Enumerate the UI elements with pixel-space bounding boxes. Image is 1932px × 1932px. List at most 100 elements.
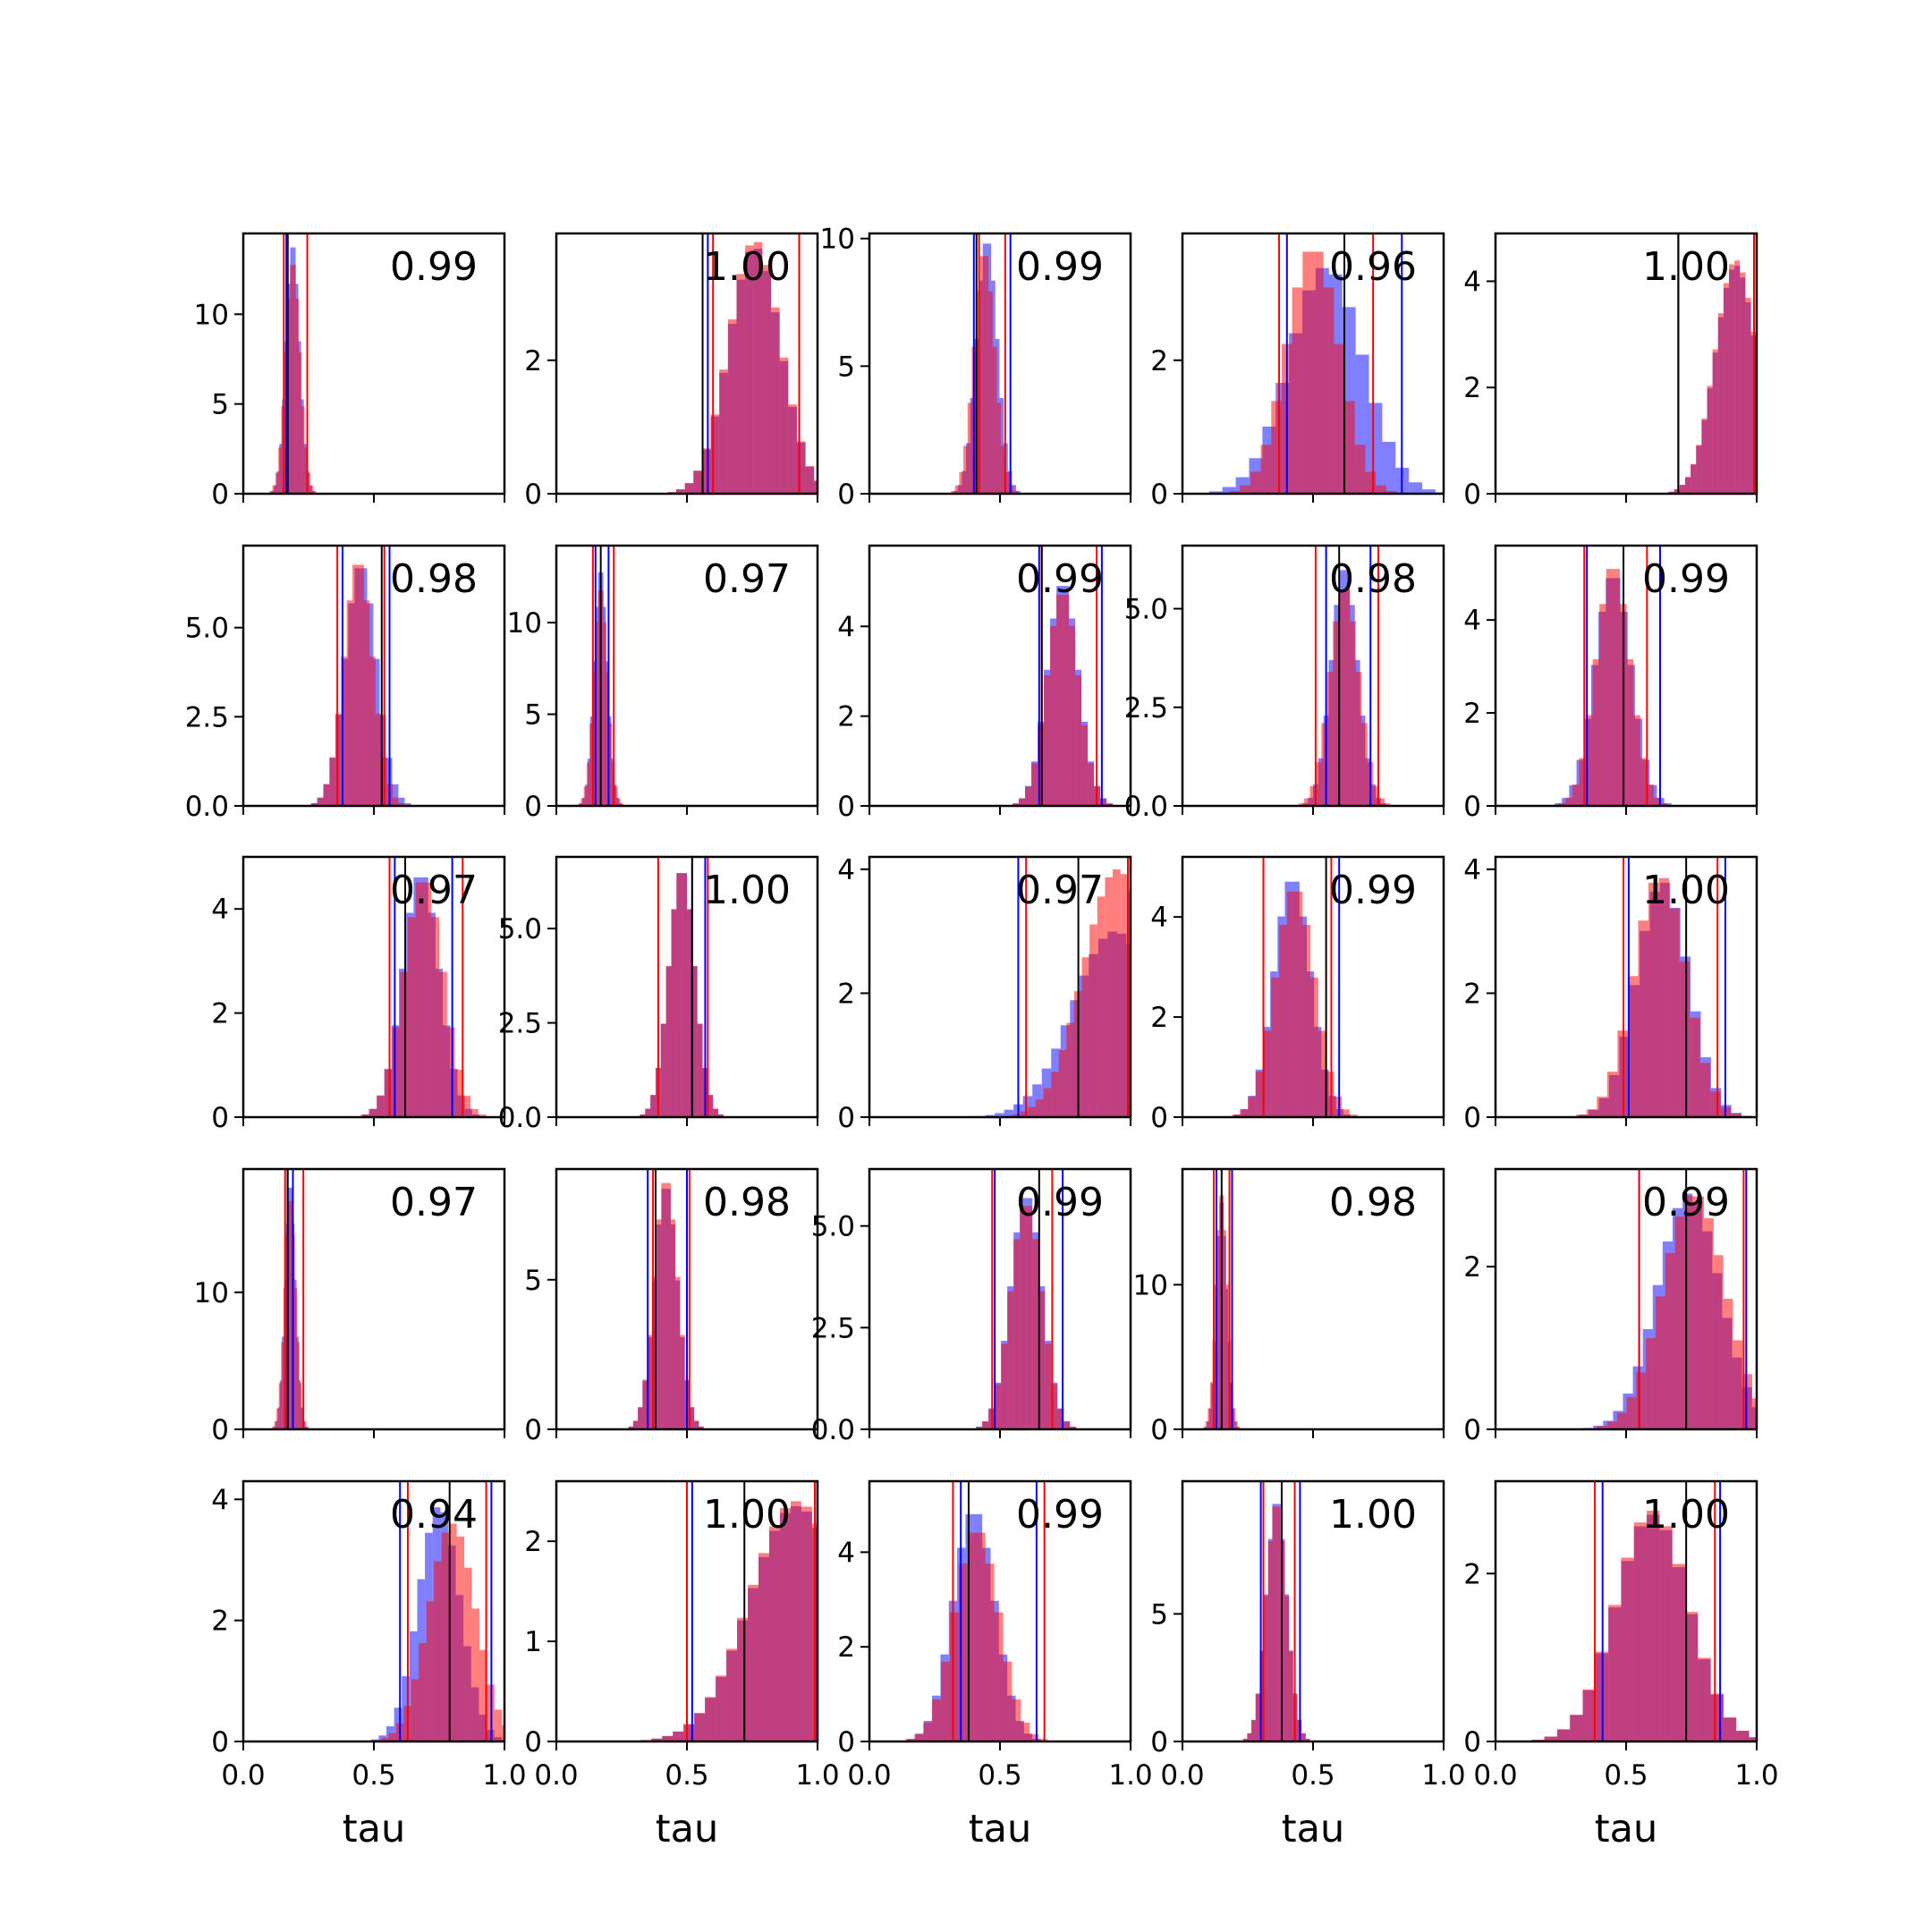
red-histogram-bar <box>1250 471 1261 494</box>
red-histogram-bar <box>1694 1196 1705 1429</box>
red-histogram-bar <box>748 1584 759 1741</box>
red-histogram-bar <box>278 447 282 494</box>
red-histogram-bar <box>923 1722 933 1741</box>
red-histogram-bar <box>478 1114 487 1117</box>
red-histogram-bar <box>1001 1343 1008 1429</box>
red-histogram-bar <box>954 485 960 494</box>
red-histogram-bar <box>693 470 702 494</box>
red-histogram-bar <box>1707 386 1713 494</box>
y-tick-label: 0.0 <box>185 791 229 823</box>
red-histogram-bar <box>1365 471 1377 494</box>
red-histogram-bar <box>597 589 601 806</box>
red-histogram-bar <box>1209 1382 1213 1429</box>
red-histogram-bar <box>1089 924 1097 1117</box>
red-histogram-bar <box>1690 463 1697 494</box>
red-histogram-bar <box>1544 1736 1557 1741</box>
red-histogram-bar <box>614 786 618 806</box>
red-histogram-bar <box>363 600 370 806</box>
red-histogram-bar <box>1221 1195 1224 1429</box>
y-tick-label: 4 <box>1150 902 1168 934</box>
red-histogram-bar <box>647 1335 652 1429</box>
panel-annotation-label: 0.98 <box>1329 556 1417 602</box>
y-tick-label: 2.5 <box>1124 692 1168 724</box>
red-histogram-bar <box>1255 1693 1260 1741</box>
red-histogram-bar <box>1626 659 1634 806</box>
red-histogram-bar <box>1570 1715 1583 1741</box>
panel-annotation-label: 0.99 <box>1642 1180 1730 1225</box>
red-histogram-bar <box>718 1114 724 1117</box>
red-histogram-bar <box>276 1408 279 1429</box>
red-histogram-bar <box>375 713 382 806</box>
red-histogram-bar <box>449 1523 457 1741</box>
red-histogram-bar <box>691 966 698 1117</box>
y-tick-label: 0 <box>1463 479 1481 511</box>
histogram-panel-1: 0 5 10 0.99 <box>194 232 506 511</box>
red-histogram-bar <box>1318 1030 1326 1117</box>
histogram-panel-12: 0.0 2.5 5.0 1.00 <box>498 855 819 1134</box>
panel-annotation-label: 0.99 <box>1016 244 1104 290</box>
red-histogram-bar <box>1660 802 1668 806</box>
red-histogram-bar <box>1558 802 1566 806</box>
y-tick-label: 4 <box>1463 854 1481 886</box>
red-histogram-bar <box>1338 589 1345 806</box>
y-tick-label: 2 <box>1463 978 1481 1010</box>
plot-area <box>966 857 1131 1117</box>
plot-area <box>1663 233 1757 494</box>
x-tick-label: 0.0 <box>1160 1759 1204 1792</box>
red-histogram-bar <box>1020 1111 1029 1117</box>
plot-area <box>630 1481 818 1741</box>
red-histogram-bar <box>1248 1097 1256 1117</box>
red-histogram-bar <box>360 1114 369 1117</box>
red-histogram-bar <box>976 1532 986 1741</box>
red-histogram-bar <box>984 256 989 494</box>
red-histogram-bar <box>694 1420 699 1429</box>
red-histogram-bar <box>384 1070 393 1117</box>
red-histogram-bar <box>985 1563 995 1741</box>
red-histogram-bar <box>583 786 587 806</box>
y-tick-label: 4 <box>211 1484 229 1516</box>
y-tick-label: 4 <box>1463 605 1481 637</box>
red-histogram-bar <box>1731 1114 1741 1117</box>
red-histogram-bar <box>1019 798 1026 806</box>
red-histogram-bar <box>1007 1291 1014 1429</box>
red-histogram-bar <box>595 622 598 806</box>
red-histogram-bar <box>1647 784 1654 806</box>
red-histogram-bar <box>1597 1097 1607 1117</box>
y-tick-label: 2 <box>524 345 542 377</box>
x-tick-label: 0.0 <box>221 1759 265 1792</box>
red-histogram-bar <box>959 471 964 494</box>
red-histogram-bar <box>290 1200 293 1429</box>
red-histogram-bar <box>1659 1526 1673 1741</box>
x-tick-label: 0.5 <box>1604 1759 1648 1792</box>
red-histogram-bar <box>1304 798 1310 806</box>
y-tick-label: 2.5 <box>498 1008 542 1040</box>
red-histogram-bar <box>274 1421 277 1429</box>
y-tick-label: 10 <box>820 224 855 256</box>
red-histogram-bar <box>1633 1522 1648 1741</box>
blue-histogram-bar <box>1022 1096 1033 1117</box>
blue-histogram-bar <box>398 797 405 806</box>
red-histogram-bar <box>1038 1291 1046 1429</box>
red-histogram-bar <box>1013 1239 1021 1429</box>
red-histogram-bar <box>779 357 789 494</box>
red-histogram-bar <box>275 472 279 494</box>
plot-area <box>304 546 418 806</box>
y-tick-label: 5 <box>524 699 542 732</box>
plot-area <box>658 233 818 494</box>
red-histogram-bar <box>299 352 302 494</box>
red-histogram-bar <box>462 1096 471 1117</box>
red-histogram-bar <box>307 472 311 494</box>
red-histogram-bar <box>682 873 687 1117</box>
y-tick-label: 0 <box>1463 1414 1481 1446</box>
plot-area <box>1195 233 1444 494</box>
red-histogram-bar <box>434 1561 442 1741</box>
red-histogram-bar <box>996 402 1002 494</box>
y-tick-label: 4 <box>1463 266 1481 298</box>
red-histogram-bar <box>1355 672 1362 806</box>
y-tick-label: 5.0 <box>811 1211 855 1243</box>
blue-histogram-bar <box>1422 489 1436 494</box>
histogram-panel-25: 0 2 0.0 0.5 1.0 tau 1.00 <box>1463 1479 1779 1852</box>
red-histogram-bar <box>313 491 317 494</box>
red-histogram-bar <box>708 1095 714 1117</box>
red-histogram-bar <box>287 1200 291 1429</box>
